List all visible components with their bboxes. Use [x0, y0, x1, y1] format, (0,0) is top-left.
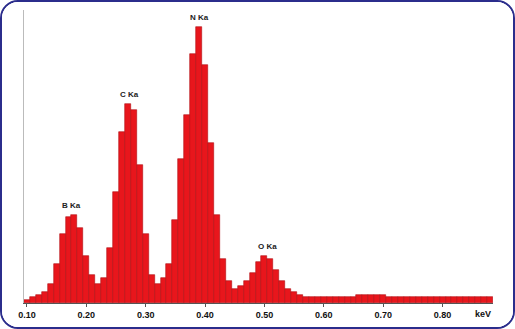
- svg-text:N Ka: N Ka: [190, 13, 209, 22]
- svg-text:0.60: 0.60: [315, 310, 333, 320]
- svg-text:0.50: 0.50: [256, 310, 274, 320]
- svg-text:C Ka: C Ka: [120, 90, 139, 99]
- svg-text:0.10: 0.10: [18, 310, 36, 320]
- svg-text:0.70: 0.70: [374, 310, 392, 320]
- svg-text:0.80: 0.80: [434, 310, 452, 320]
- svg-text:O Ka: O Ka: [258, 242, 277, 251]
- svg-text:0.20: 0.20: [78, 310, 96, 320]
- svg-text:0.30: 0.30: [137, 310, 155, 320]
- svg-text:0.40: 0.40: [196, 310, 214, 320]
- svg-text:keV: keV: [475, 309, 491, 319]
- svg-text:B Ka: B Ka: [62, 201, 81, 210]
